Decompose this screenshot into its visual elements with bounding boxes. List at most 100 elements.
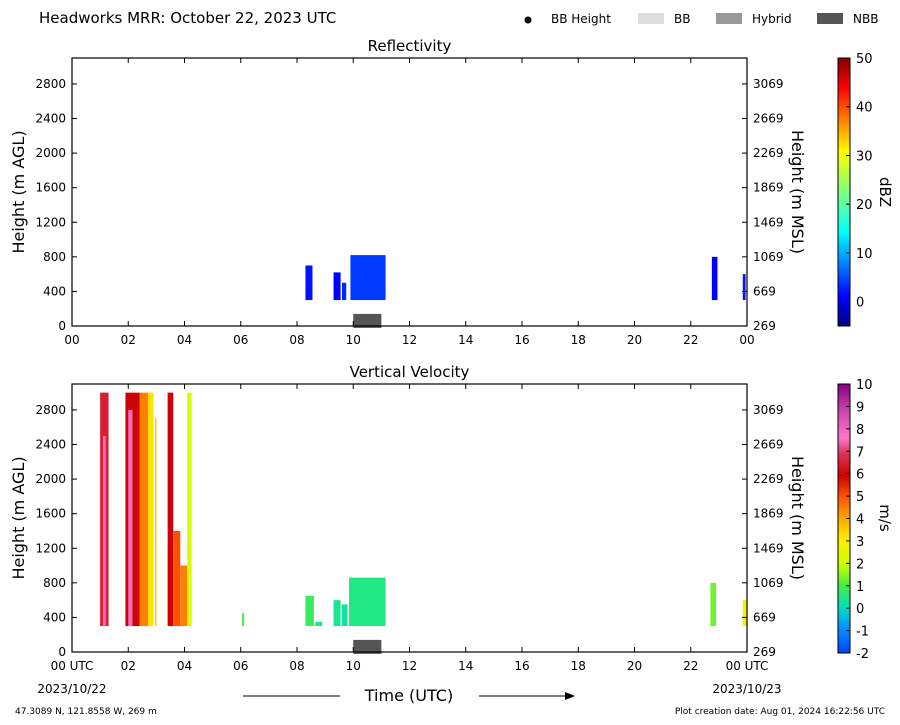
legend-swatch-bb: [638, 13, 664, 24]
velocity-echo-segment-9: [180, 565, 188, 627]
velocity-x-tick-label: 00 UTC: [726, 659, 769, 673]
reflectivity-y2-tick-label: 1869: [753, 181, 784, 195]
velocity-y2-tick-label: 2269: [753, 472, 784, 486]
velocity-y2-tick-label: 1869: [753, 507, 784, 521]
velocity-echo-segment-5: [147, 392, 154, 627]
reflectivity-y2-axis-label: Height (m MSL): [788, 130, 807, 254]
reflectivity-x-tick-label: 14: [458, 333, 473, 347]
reflectivity-y-tick-label: 2400: [35, 112, 66, 126]
velocity-colorbar-tick-label: 8: [856, 423, 864, 438]
velocity-colorbar-tick-label: 1: [856, 580, 864, 595]
reflectivity-x-tick-label: 20: [627, 333, 642, 347]
vertical-velocity-panel: Vertical Velocity 00 UTC 02 04 06 08 10 12 14 16…: [9, 363, 894, 673]
velocity-y-axis-label: Height (m AGL): [9, 456, 28, 579]
velocity-colorbar-tick-label: 3: [856, 535, 864, 550]
legend-label-bb-height: BB Height: [551, 12, 611, 26]
velocity-y2-tick-label: 1069: [753, 576, 784, 590]
velocity-y2-tick-label: 1469: [753, 541, 784, 555]
legend-label-hybrid: Hybrid: [752, 12, 792, 26]
velocity-colorbar-tick-label: -1: [856, 625, 869, 640]
legend-swatch-nbb: [817, 13, 843, 24]
velocity-echo-segment-1: [102, 435, 106, 627]
reflectivity-y2-tick-label: 1469: [753, 215, 784, 229]
velocity-nbb-bar-0: [353, 639, 382, 654]
reflectivity-colorbar-tick-label: 40: [856, 101, 873, 116]
reflectivity-colorbar: [837, 57, 851, 327]
reflectivity-echo-segment-1: [333, 272, 341, 301]
reflectivity-x-tick-label: 18: [571, 333, 586, 347]
velocity-y-tick-label: 800: [43, 576, 66, 590]
velocity-colorbar-label: m/s: [876, 504, 894, 532]
velocity-colorbar-tick-label: 2: [856, 557, 864, 572]
velocity-y-tick-label: 400: [43, 610, 66, 624]
end-date: 2023/10/23: [712, 682, 781, 696]
velocity-echo-segment-6: [154, 418, 157, 627]
figure-title: Headworks MRR: October 22, 2023 UTC: [39, 9, 336, 27]
reflectivity-echo-segment-0: [305, 265, 313, 301]
velocity-x-tick-label: 00 UTC: [51, 659, 94, 673]
velocity-colorbar-tick-label: 10: [856, 378, 873, 393]
velocity-echo-segment-18: [742, 600, 747, 627]
reflectivity-x-tick-label: 10: [346, 333, 361, 347]
velocity-echo-segment-15: [342, 604, 348, 627]
reflectivity-y2-tick-label: 3069: [753, 77, 784, 91]
reflectivity-y-axis-label: Height (m AGL): [9, 130, 28, 253]
reflectivity-echo-segment-2: [342, 282, 347, 301]
velocity-echo-segment-4: [139, 392, 148, 627]
reflectivity-y-tick-label: 2000: [35, 146, 66, 160]
velocity-x-tick-label: 22: [683, 659, 698, 673]
reflectivity-colorbar-tick-label: 10: [856, 247, 873, 262]
legend-label-bb: BB: [674, 12, 690, 26]
legend-swatch-hybrid: [716, 13, 742, 24]
reflectivity-y2-tick-label: 269: [753, 319, 776, 333]
velocity-echo-segment-11: [242, 613, 245, 627]
reflectivity-y-tick-label: 0: [58, 319, 66, 333]
reflectivity-y-tick-label: 1200: [35, 215, 66, 229]
velocity-echo-segment-10: [187, 392, 192, 627]
velocity-y2-tick-label: 269: [753, 645, 776, 659]
figure-legend: BB Height BB Hybrid NBB: [524, 12, 878, 26]
reflectivity-y-tick-label: 2800: [35, 77, 66, 91]
velocity-y-tick-label: 2400: [35, 438, 66, 452]
velocity-echo-segment-7: [167, 392, 174, 627]
reflectivity-panel: Reflectivity 00 02 04 06 08 10 12 14 16 18 20 22 000…: [9, 37, 894, 347]
velocity-y-tick-label: 2000: [35, 472, 66, 486]
velocity-x-tick-label: 04: [177, 659, 192, 673]
reflectivity-x-tick-label: 02: [121, 333, 136, 347]
velocity-echo-segment-3: [128, 409, 133, 627]
velocity-y-tick-label: 1200: [35, 541, 66, 555]
x-axis-footer: 2023/10/22 2023/10/23 Time (UTC) 47.3089…: [15, 682, 885, 717]
velocity-colorbar-tick-label: -2: [856, 647, 869, 662]
reflectivity-y2-tick-label: 2669: [753, 112, 784, 126]
velocity-echo-segment-12: [305, 595, 314, 627]
velocity-x-tick-label: 06: [233, 659, 248, 673]
reflectivity-plot-frame: [71, 57, 748, 327]
velocity-x-tick-label: 14: [458, 659, 473, 673]
velocity-colorbar-tick-label: 0: [856, 602, 864, 617]
reflectivity-echo-segment-4: [711, 256, 718, 301]
velocity-colorbar-tick-label: 6: [856, 468, 864, 483]
reflectivity-echo-segment-3: [350, 255, 386, 301]
reflectivity-colorbar-tick-label: 30: [856, 149, 873, 164]
velocity-x-tick-label: 02: [121, 659, 136, 673]
reflectivity-y2-tick-label: 2269: [753, 146, 784, 160]
reflectivity-colorbar-tick-label: 0: [856, 296, 864, 311]
velocity-x-tick-label: 20: [627, 659, 642, 673]
velocity-echo-segment-16: [349, 577, 386, 627]
velocity-x-tick-label: 08: [289, 659, 304, 673]
velocity-echo-segment-17: [710, 582, 717, 627]
reflectivity-echo-segment-5: [742, 274, 746, 301]
velocity-x-tick-label: 12: [402, 659, 417, 673]
reflectivity-colorbar-label: dBZ: [876, 177, 894, 207]
reflectivity-colorbar-tick-label: 20: [856, 198, 873, 213]
reflectivity-x-tick-label: 00: [739, 333, 754, 347]
velocity-y-tick-label: 1600: [35, 507, 66, 521]
reflectivity-x-tick-label: 22: [683, 333, 698, 347]
velocity-x-tick-label: 10: [346, 659, 361, 673]
reflectivity-y-tick-label: 800: [43, 250, 66, 264]
velocity-x-tick-label: 18: [571, 659, 586, 673]
velocity-y2-axis-label: Height (m MSL): [788, 456, 807, 580]
velocity-y2-tick-label: 3069: [753, 403, 784, 417]
creation-date-text: Plot creation date: Aug 01, 2024 16:22:5…: [675, 707, 885, 717]
